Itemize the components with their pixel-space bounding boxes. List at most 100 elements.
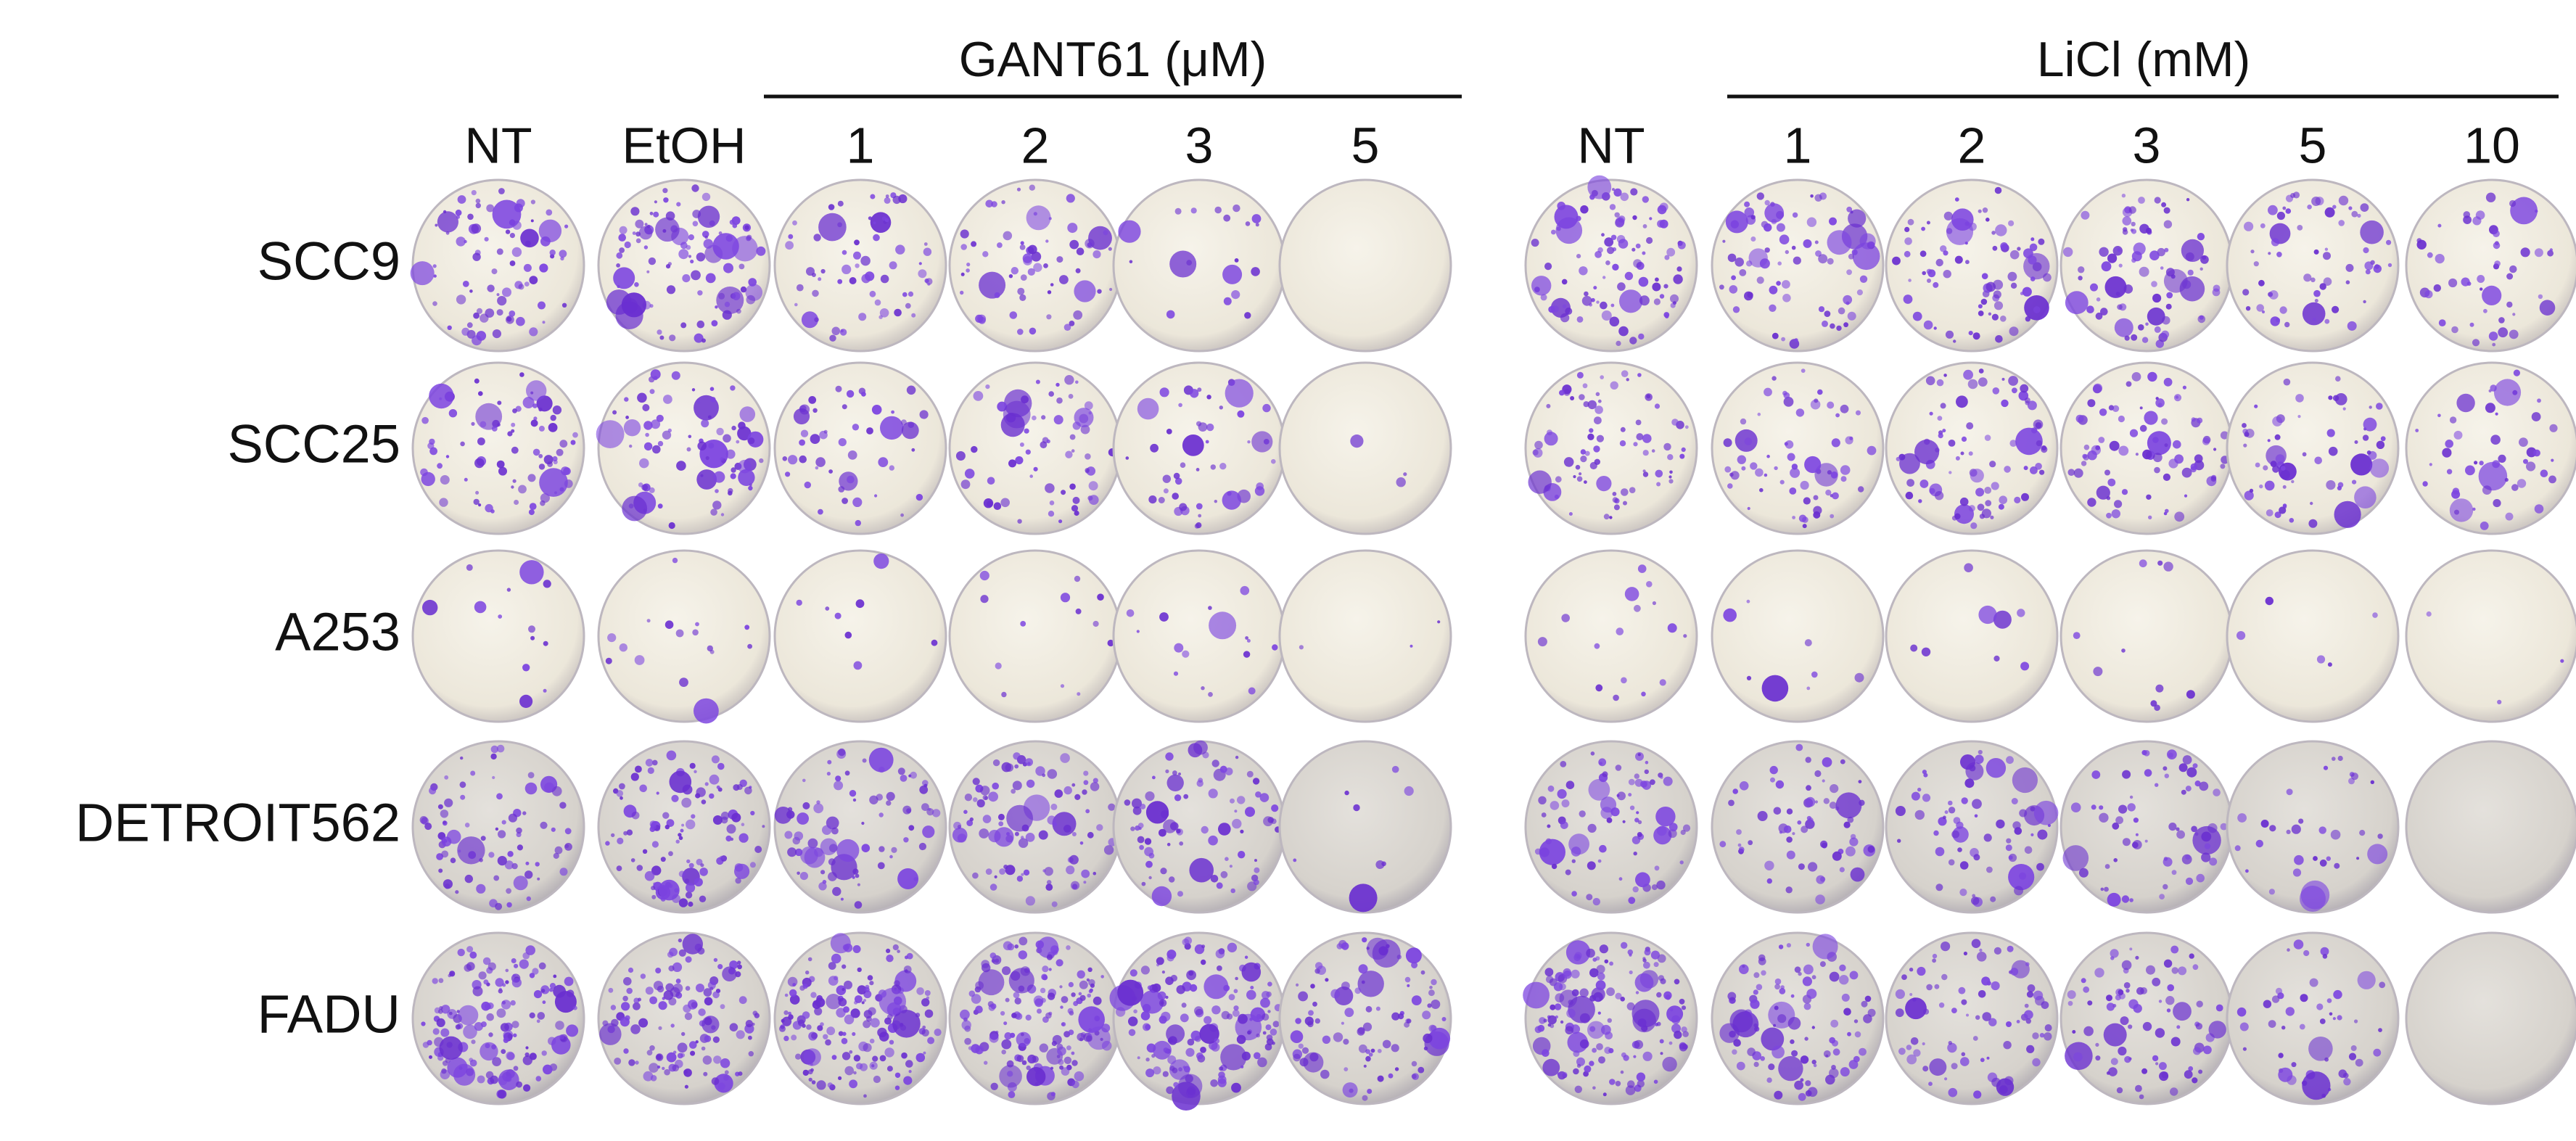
colony — [678, 836, 683, 841]
colony — [886, 791, 895, 801]
colony — [1293, 858, 1297, 862]
colony — [1656, 880, 1666, 890]
colony — [2101, 261, 2112, 272]
colony — [2083, 1026, 2094, 1037]
colony — [2081, 461, 2087, 466]
colony — [884, 1017, 892, 1025]
colony — [2121, 960, 2132, 971]
colony — [1210, 464, 1217, 470]
colony — [524, 281, 530, 287]
colony — [496, 293, 500, 297]
colony — [2199, 781, 2209, 791]
colony — [1804, 639, 1812, 647]
colony — [668, 851, 673, 857]
colony — [2387, 263, 2392, 268]
colony — [432, 301, 437, 306]
colony — [616, 263, 620, 268]
colony — [2106, 512, 2112, 519]
colony — [1427, 1003, 1432, 1008]
colony — [2490, 384, 2497, 392]
colony — [607, 633, 617, 643]
dish-plate — [2226, 740, 2400, 914]
colony — [2100, 887, 2104, 891]
colony — [696, 984, 704, 992]
colony — [700, 474, 704, 477]
colony — [928, 807, 931, 811]
colony — [634, 282, 639, 287]
colony — [484, 236, 489, 242]
colony — [1921, 226, 1926, 231]
colony — [1362, 1022, 1373, 1031]
colony — [1631, 836, 1641, 844]
colony — [1428, 989, 1435, 997]
colony — [696, 252, 706, 262]
colony — [990, 1003, 997, 1010]
colony — [2004, 1076, 2014, 1086]
colony — [1818, 306, 1825, 313]
colony — [1162, 1071, 1169, 1077]
dish — [1711, 361, 1885, 535]
colony — [1609, 1079, 1616, 1085]
colony — [1919, 479, 1929, 488]
colony — [784, 831, 793, 839]
colony — [1537, 637, 1547, 647]
colony — [1218, 823, 1231, 836]
colony — [2163, 857, 2168, 861]
colony — [2086, 305, 2094, 314]
colony — [1663, 991, 1672, 1000]
colony — [1793, 256, 1801, 265]
colony — [862, 758, 867, 763]
colony — [759, 458, 764, 464]
colony — [662, 1066, 665, 1071]
colony — [2152, 453, 2163, 463]
colony — [2286, 788, 2293, 796]
colony — [1333, 1032, 1343, 1042]
colony — [2210, 476, 2217, 482]
colony — [611, 833, 615, 838]
dish-plate — [2405, 361, 2576, 535]
colony — [1310, 984, 1315, 989]
colony — [1609, 204, 1616, 210]
colony — [1210, 875, 1219, 883]
colony — [885, 194, 889, 198]
colony — [2104, 886, 2109, 892]
colony — [1211, 1042, 1220, 1052]
colony — [1988, 1018, 1997, 1026]
colony — [837, 279, 843, 284]
colony — [1628, 793, 1632, 797]
dish — [596, 361, 771, 535]
colony — [1980, 1058, 1985, 1063]
dish — [1112, 549, 1286, 723]
colony — [744, 786, 752, 795]
colony — [2115, 292, 2120, 296]
colony — [1753, 972, 1760, 979]
colony — [526, 380, 547, 401]
colony — [1185, 1047, 1195, 1057]
colony — [731, 425, 736, 431]
colony — [1803, 964, 1814, 975]
colony — [828, 844, 838, 852]
colony — [655, 968, 662, 973]
colony — [813, 803, 824, 814]
colony — [678, 938, 683, 943]
colony — [1076, 247, 1085, 256]
colony — [961, 1020, 971, 1030]
colony — [2492, 460, 2501, 469]
colony — [1655, 807, 1676, 827]
colony — [1169, 1066, 1175, 1071]
colony — [2242, 423, 2247, 428]
colony — [903, 1076, 913, 1085]
colony — [501, 1000, 511, 1010]
colony — [1216, 882, 1223, 889]
colony — [2131, 221, 2136, 227]
colony — [2095, 1042, 2099, 1047]
colony — [690, 1050, 696, 1056]
colony — [622, 995, 628, 1002]
colony — [1615, 1081, 1621, 1087]
colony — [1100, 975, 1104, 979]
colony — [1659, 294, 1665, 299]
colony — [2163, 511, 2168, 516]
colony — [1986, 758, 2007, 778]
colony — [2506, 301, 2513, 308]
colony — [535, 1076, 542, 1082]
